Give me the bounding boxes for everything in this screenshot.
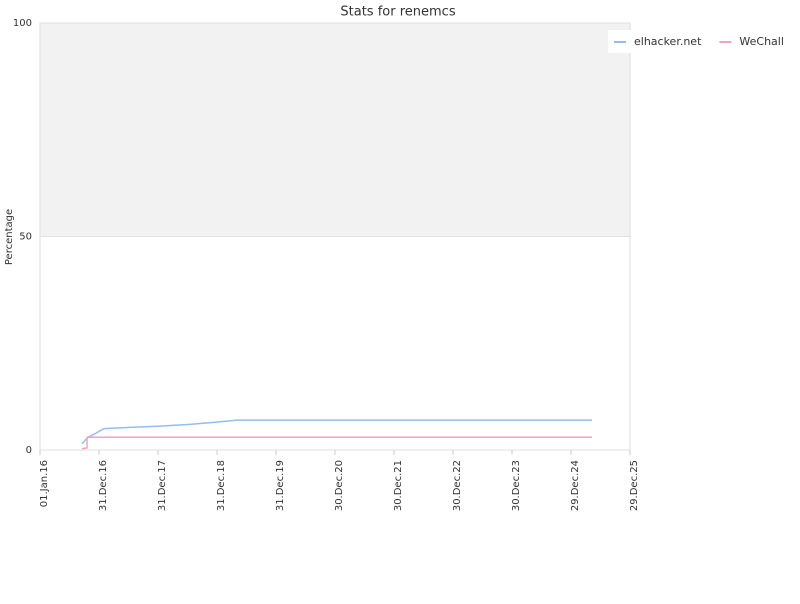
x-tick-label: 31.Dec.16 xyxy=(98,460,109,511)
x-tick-label: 30.Dec.22 xyxy=(452,460,463,511)
y-axis-label: Percentage xyxy=(4,209,15,265)
y-tick-label: 100 xyxy=(13,18,32,29)
x-tick-label: 29.Dec.25 xyxy=(629,460,640,511)
y-tick-label: 50 xyxy=(19,232,32,243)
x-tick-label: 01.Jan.16 xyxy=(39,460,50,507)
x-tick-label: 31.Dec.17 xyxy=(157,460,168,511)
x-tick-label: 30.Dec.20 xyxy=(334,460,345,511)
y-tick-label: 0 xyxy=(26,445,32,456)
x-tick-label: 31.Dec.18 xyxy=(216,460,227,511)
series-line xyxy=(81,419,593,445)
x-tick-label: 30.Dec.21 xyxy=(393,460,404,511)
x-tick-label: 29.Dec.24 xyxy=(570,460,581,511)
legend-box xyxy=(608,30,780,53)
plot-band xyxy=(40,23,630,237)
series-line xyxy=(81,436,593,450)
legend-label: WeChall xyxy=(739,35,784,48)
chart-title: Stats for renemcs xyxy=(340,5,455,20)
legend-label: elhacker.net xyxy=(634,35,702,48)
x-tick-label: 31.Dec.19 xyxy=(275,460,286,511)
x-tick-label: 30.Dec.23 xyxy=(511,460,522,511)
